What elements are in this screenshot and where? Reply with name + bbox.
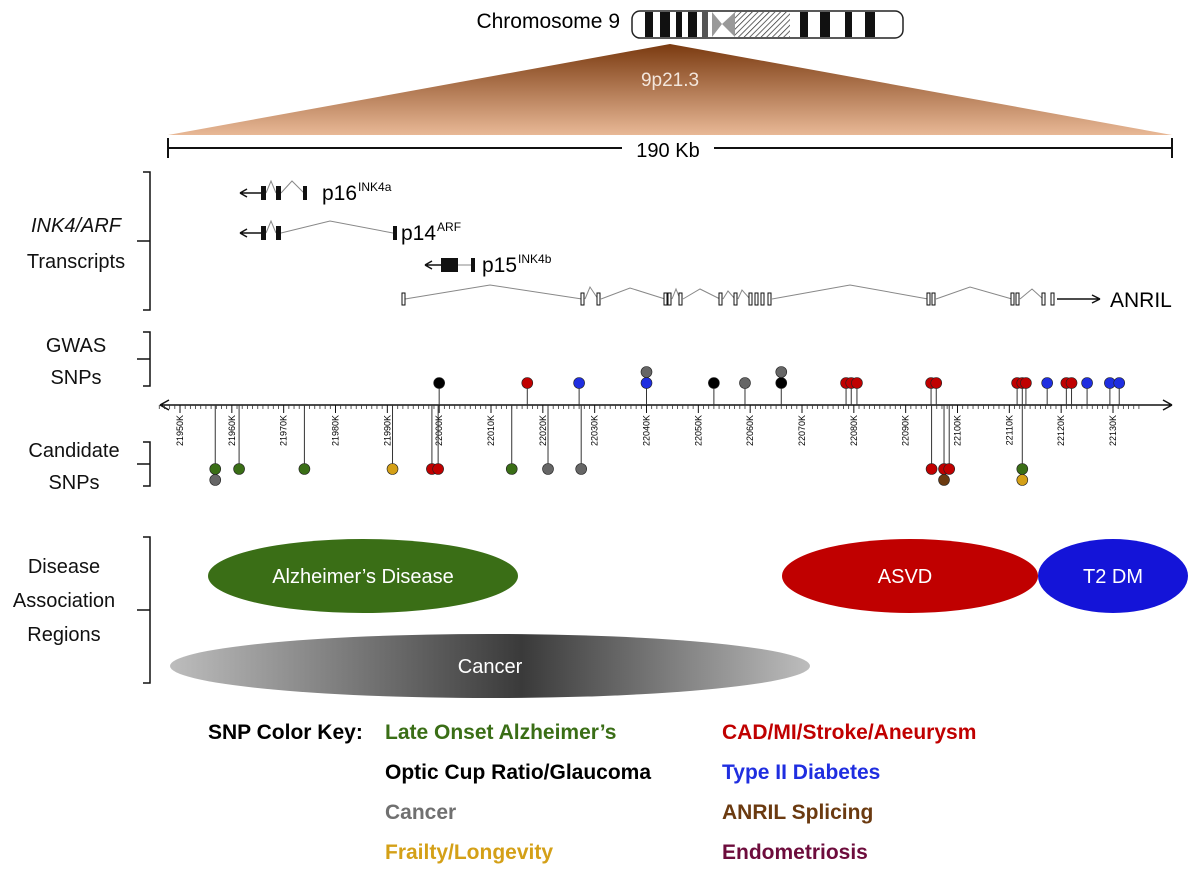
snp — [433, 464, 444, 475]
tick-label: 22000K — [434, 415, 444, 446]
bracket — [137, 332, 150, 386]
tick-label: 22070K — [797, 415, 807, 446]
tick-label: 22080K — [849, 415, 859, 446]
snp — [1114, 378, 1125, 389]
snp — [1082, 378, 1093, 389]
section-label: Association — [13, 590, 115, 612]
snp — [543, 464, 554, 475]
snp — [926, 464, 937, 475]
key-item: Type II Diabetes — [722, 761, 880, 784]
section-label: Regions — [27, 624, 100, 646]
snp — [1066, 378, 1077, 389]
transcript-superscript: ARF — [437, 220, 461, 234]
section-label: SNPs — [48, 472, 99, 494]
snp — [210, 475, 221, 486]
tick-label: 22040K — [642, 415, 652, 446]
snp — [641, 378, 652, 389]
key-item: ANRIL Splicing — [722, 801, 873, 824]
transcript-p14 — [240, 221, 397, 240]
transcript-label: p16 — [322, 182, 357, 205]
key-item: CAD/MI/Stroke/Aneurysm — [722, 721, 976, 744]
axis-line — [160, 400, 1172, 410]
snp — [739, 378, 750, 389]
tick-label: 22030K — [590, 415, 600, 446]
tick-label: 21950K — [175, 415, 185, 446]
tick-label: 22090K — [901, 415, 911, 446]
snp — [776, 367, 787, 378]
transcript-superscript: INK4b — [518, 252, 552, 266]
region-label: Cancer — [458, 656, 523, 678]
section-label: SNPs — [50, 367, 101, 389]
chromosome-label: Chromosome 9 — [476, 10, 620, 33]
snp — [1017, 475, 1028, 486]
transcript-label: ANRIL — [1110, 289, 1172, 312]
tick-label: 22050K — [693, 415, 703, 446]
region-label: T2 DM — [1083, 566, 1143, 588]
snp — [708, 378, 719, 389]
section-label: Disease — [28, 556, 100, 578]
tick-label: 21980K — [331, 415, 341, 446]
tick-label: 22020K — [538, 415, 548, 446]
section-label: Candidate — [28, 440, 119, 462]
bracket — [137, 172, 150, 310]
tick-label: 21970K — [279, 415, 289, 446]
snp — [944, 464, 955, 475]
snp — [851, 378, 862, 389]
section-label: GWAS — [46, 335, 106, 357]
snp — [931, 378, 942, 389]
snp — [299, 464, 310, 475]
snp — [939, 475, 950, 486]
tick-label: 22120K — [1056, 415, 1066, 446]
snp — [1042, 378, 1053, 389]
snp — [522, 378, 533, 389]
section-label: INK4/ARF — [31, 215, 123, 237]
snp — [387, 464, 398, 475]
transcript-label: p14 — [401, 222, 436, 245]
snp — [1020, 378, 1031, 389]
key-item: Frailty/Longevity — [385, 841, 553, 864]
section-label: Transcripts — [27, 251, 125, 273]
snp — [776, 378, 787, 389]
band-label: 9p21.3 — [641, 70, 699, 91]
tick-label: 22060K — [745, 415, 755, 446]
transcript-label: p15 — [482, 254, 517, 277]
key-item: Optic Cup Ratio/Glaucoma — [385, 761, 651, 784]
key-title: SNP Color Key: — [208, 721, 363, 744]
tick-label: 22130K — [1108, 415, 1118, 446]
transcript-p15 — [425, 258, 475, 272]
snp — [641, 367, 652, 378]
bracket — [137, 442, 150, 486]
region-label: ASVD — [878, 566, 932, 588]
figure: Chromosome 9 9p21.3 190 Kb INK4/ARF Tran… — [0, 0, 1194, 872]
transcript-superscript: INK4a — [358, 180, 392, 194]
transcript-p16 — [240, 181, 307, 200]
key-item: Cancer — [385, 801, 456, 824]
snp — [576, 464, 587, 475]
tick-label: 21960K — [227, 415, 237, 446]
snp — [506, 464, 517, 475]
snp — [1017, 464, 1028, 475]
tick-label: 21990K — [382, 415, 392, 446]
tick-label: 22110K — [1004, 415, 1014, 445]
bracket — [137, 537, 150, 683]
snp — [234, 464, 245, 475]
key-item: Endometriosis — [722, 841, 868, 864]
tick-label: 22100K — [953, 415, 963, 446]
snp — [434, 378, 445, 389]
key-item: Late Onset Alzheimer’s — [385, 721, 616, 744]
snp — [574, 378, 585, 389]
ideogram — [632, 11, 903, 38]
tick-label: 22010K — [486, 415, 496, 446]
region-label: Alzheimer’s Disease — [272, 566, 454, 588]
transcript-anril — [402, 285, 1100, 305]
snp — [210, 464, 221, 475]
scale-label: 190 Kb — [636, 140, 699, 162]
